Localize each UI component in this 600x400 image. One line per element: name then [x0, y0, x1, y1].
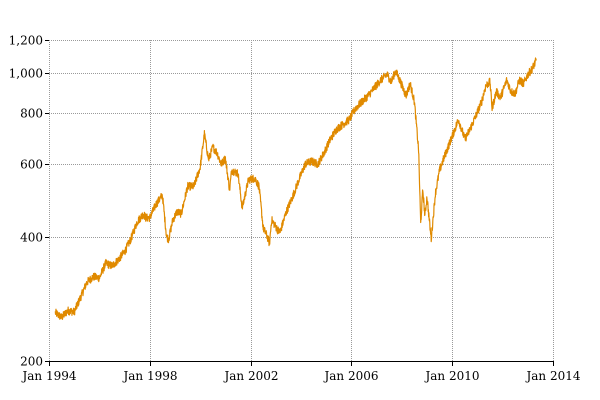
x-tick-label: Jan 2014 [524, 369, 580, 383]
grid-lines [49, 40, 554, 361]
x-tick-label: Jan 1994 [20, 369, 76, 383]
y-tick-labels: 200 400 600 800 1,000 1,200 [9, 34, 43, 369]
y-tick-label: 200 [20, 355, 43, 369]
x-tick-label: Jan 2002 [222, 369, 278, 383]
x-tick-label: Jan 1998 [121, 369, 177, 383]
y-tick-label: 600 [20, 158, 43, 172]
y-tick-label: 400 [20, 231, 43, 245]
axes [45, 40, 554, 366]
series-line [54, 57, 537, 320]
x-tick-labels: Jan 1994 Jan 1998 Jan 2002 Jan 2006 Jan 2010… [20, 369, 580, 383]
y-tick-label: 1,200 [9, 34, 43, 48]
x-tick-label: Jan 2006 [322, 369, 378, 383]
y-tick-label: 1,000 [9, 67, 43, 81]
y-tick-label: 800 [20, 107, 43, 121]
series-group [54, 57, 537, 320]
x-tick-label: Jan 2010 [423, 369, 479, 383]
